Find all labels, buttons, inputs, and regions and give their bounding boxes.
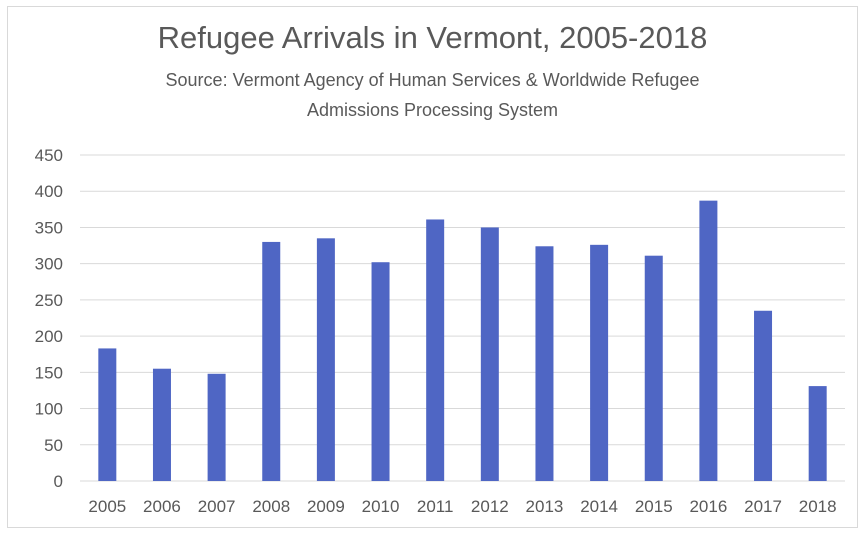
bar-2016: [699, 200, 718, 481]
bar-2018: [808, 386, 827, 481]
bar-2017: [754, 310, 773, 481]
x-tick-label: 2006: [143, 497, 181, 516]
x-tick-label: 2010: [362, 497, 400, 516]
x-axis-ticks: 2005 2006 2007 2008 2009 2010 2011 2012 2013 2014…: [88, 497, 836, 516]
y-tick-label: 400: [35, 182, 63, 201]
chart-subtitle-line-1: Source: Vermont Agency of Human Services…: [165, 70, 700, 90]
x-tick-label: 2018: [799, 497, 837, 516]
bar-2014: [590, 244, 609, 481]
bar-2015: [644, 255, 663, 481]
y-tick-label: 450: [35, 146, 63, 165]
bar-2007: [207, 373, 226, 481]
bar-2010: [371, 262, 390, 481]
bar-2013: [535, 246, 554, 481]
y-tick-label: 200: [35, 327, 63, 346]
bar-2009: [316, 238, 335, 481]
x-tick-label: 2013: [526, 497, 564, 516]
bar-2006: [152, 368, 171, 481]
x-tick-label: 2017: [744, 497, 782, 516]
y-tick-label: 50: [44, 436, 63, 455]
y-tick-label: 350: [35, 218, 63, 237]
y-tick-label: 100: [35, 400, 63, 419]
bar-2011: [426, 219, 445, 481]
bar-2008: [262, 241, 281, 481]
bars: [98, 200, 827, 481]
bar-2005: [98, 348, 117, 481]
x-tick-label: 2014: [580, 497, 618, 516]
chart-subtitle-line-2: Admissions Processing System: [306, 100, 559, 120]
y-tick-label: 150: [35, 363, 63, 382]
x-tick-label: 2009: [307, 497, 345, 516]
y-tick-label: 0: [54, 472, 63, 491]
x-tick-label: 2007: [198, 497, 236, 516]
x-tick-label: 2008: [252, 497, 290, 516]
y-tick-label: 250: [35, 291, 63, 310]
x-tick-label: 2015: [635, 497, 673, 516]
x-tick-label: 2005: [88, 497, 126, 516]
x-tick-label: 2012: [471, 497, 509, 516]
x-tick-label: 2011: [417, 497, 454, 516]
x-tick-label: 2016: [689, 497, 727, 516]
bar-2012: [480, 227, 499, 481]
chart-title: Refugee Arrivals in Vermont, 2005-2018: [157, 20, 708, 55]
y-tick-label: 300: [35, 255, 63, 274]
gridlines: [80, 154, 845, 482]
y-axis-ticks: 0 50 100 150 200 250 300 350 400 450: [35, 146, 63, 491]
